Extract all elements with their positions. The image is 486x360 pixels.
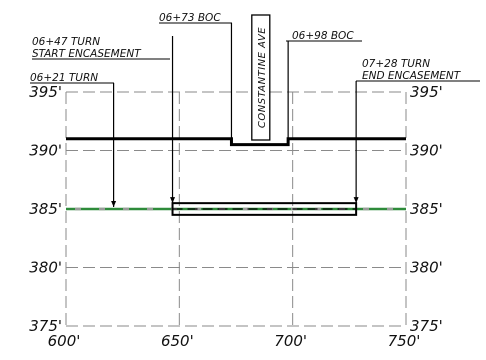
y-tick-label-left: 385' [29,200,62,218]
y-tick-label-right: 380' [410,259,443,277]
profile-geometry [66,137,406,216]
annotation-boc673: 06+73 BOC [159,12,221,24]
y-tick-label-left: 395' [29,83,62,101]
annotation-t647: 06+47 TURN [32,36,100,48]
street-name-label: CONSTANTINE AVE [257,27,268,128]
y-tick-label-right: 375' [410,317,443,335]
annotation-t647: START ENCASEMENT [32,48,142,60]
x-tick-label: 700' [274,332,307,350]
annotation-t728: END ENCASEMENT [362,70,462,82]
y-tick-label-right: 385' [410,200,443,218]
x-tick-label: 600' [48,332,81,350]
annotation-t728: 07+28 TURN [362,58,430,70]
y-tick-label-left: 390' [29,142,62,160]
street-name-box [251,14,271,141]
x-tick-label: 650' [161,332,194,350]
leader-arrow-t647 [170,197,176,204]
y-tick-label-left: 380' [29,259,62,277]
y-tick-label-left: 375' [29,317,62,335]
annotation-t621: 06+21 TURN [30,72,98,84]
x-tick-label: 750' [388,332,421,350]
ground-profile [66,137,406,147]
y-tick-label-right: 395' [410,83,443,101]
labels: 395' 395' 390' 390' 385' 385' 380' 380' 375' 375'… [29,12,480,350]
annotation-boc698: 06+98 BOC [292,30,354,42]
leader-arrow-t728 [353,197,359,204]
leader-arrow-t621 [111,201,117,207]
y-tick-label-right: 390' [410,142,443,160]
